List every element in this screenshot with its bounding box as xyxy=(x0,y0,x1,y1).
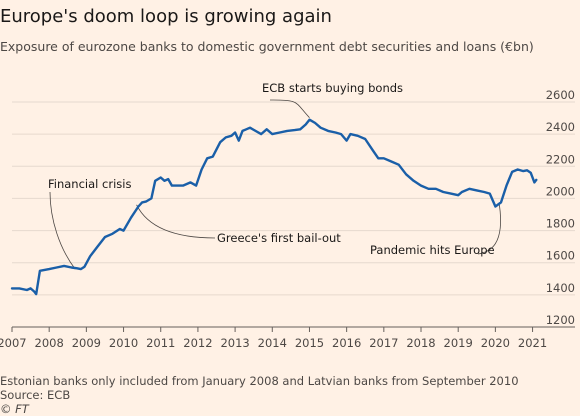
y-tick-label: 2000 xyxy=(546,184,575,198)
annotation-leader xyxy=(136,204,216,239)
footnote: Estonian banks only included from Januar… xyxy=(0,374,519,388)
annotation-label: ECB starts buying bonds xyxy=(262,81,403,95)
chart-subtitle: Exposure of eurozone banks to domestic g… xyxy=(0,39,534,54)
ft-credit: © FT xyxy=(0,402,29,416)
y-tick-label: 2400 xyxy=(546,120,575,134)
x-tick-label: 2009 xyxy=(72,336,101,350)
annotation-label: Pandemic hits Europe xyxy=(370,243,495,257)
x-tick-label: 2012 xyxy=(183,336,212,350)
x-tick-label: 2019 xyxy=(444,336,473,350)
y-tick-label: 2200 xyxy=(546,152,575,166)
y-tick-label: 2600 xyxy=(546,88,575,102)
y-tick-label: 1800 xyxy=(546,217,575,231)
x-tick-label: 2016 xyxy=(332,336,361,350)
chart-title: Europe's doom loop is growing again xyxy=(0,6,332,27)
annotations: ECB starts buying bonds Financial crisis G… xyxy=(48,81,501,270)
x-axis: 2007 2008 2009 2010 2011 2012 2013 2014 2015 2016… xyxy=(0,327,547,350)
x-tick-label: 2017 xyxy=(369,336,398,350)
x-tick-label: 2010 xyxy=(109,336,138,350)
annotation-label: Greece's first bail-out xyxy=(217,231,341,245)
x-tick-label: 2014 xyxy=(258,336,287,350)
x-tick-label: 2007 xyxy=(0,336,27,350)
x-tick-label: 2011 xyxy=(146,336,175,350)
x-tick-label: 2020 xyxy=(481,336,510,350)
series-line xyxy=(10,118,538,296)
annotation-leader xyxy=(477,204,501,255)
x-tick-label: 2015 xyxy=(295,336,324,350)
y-axis: 1200 1400 1600 1800 2000 2200 2400 2600 xyxy=(546,88,575,327)
annotation-leader xyxy=(49,191,76,270)
x-tick-label: 2021 xyxy=(518,336,547,350)
y-tick-label: 1600 xyxy=(546,249,575,263)
x-tick-label: 2008 xyxy=(35,336,64,350)
grid-lines xyxy=(12,101,575,328)
y-tick-label: 1200 xyxy=(546,313,575,327)
y-tick-label: 1400 xyxy=(546,281,575,295)
x-tick-label: 2013 xyxy=(220,336,249,350)
series-layer xyxy=(10,118,538,296)
source-note: Source: ECB xyxy=(0,388,71,402)
annotation-leader xyxy=(269,99,310,118)
x-tick-label: 2018 xyxy=(406,336,435,350)
annotation-label: Financial crisis xyxy=(48,177,131,191)
